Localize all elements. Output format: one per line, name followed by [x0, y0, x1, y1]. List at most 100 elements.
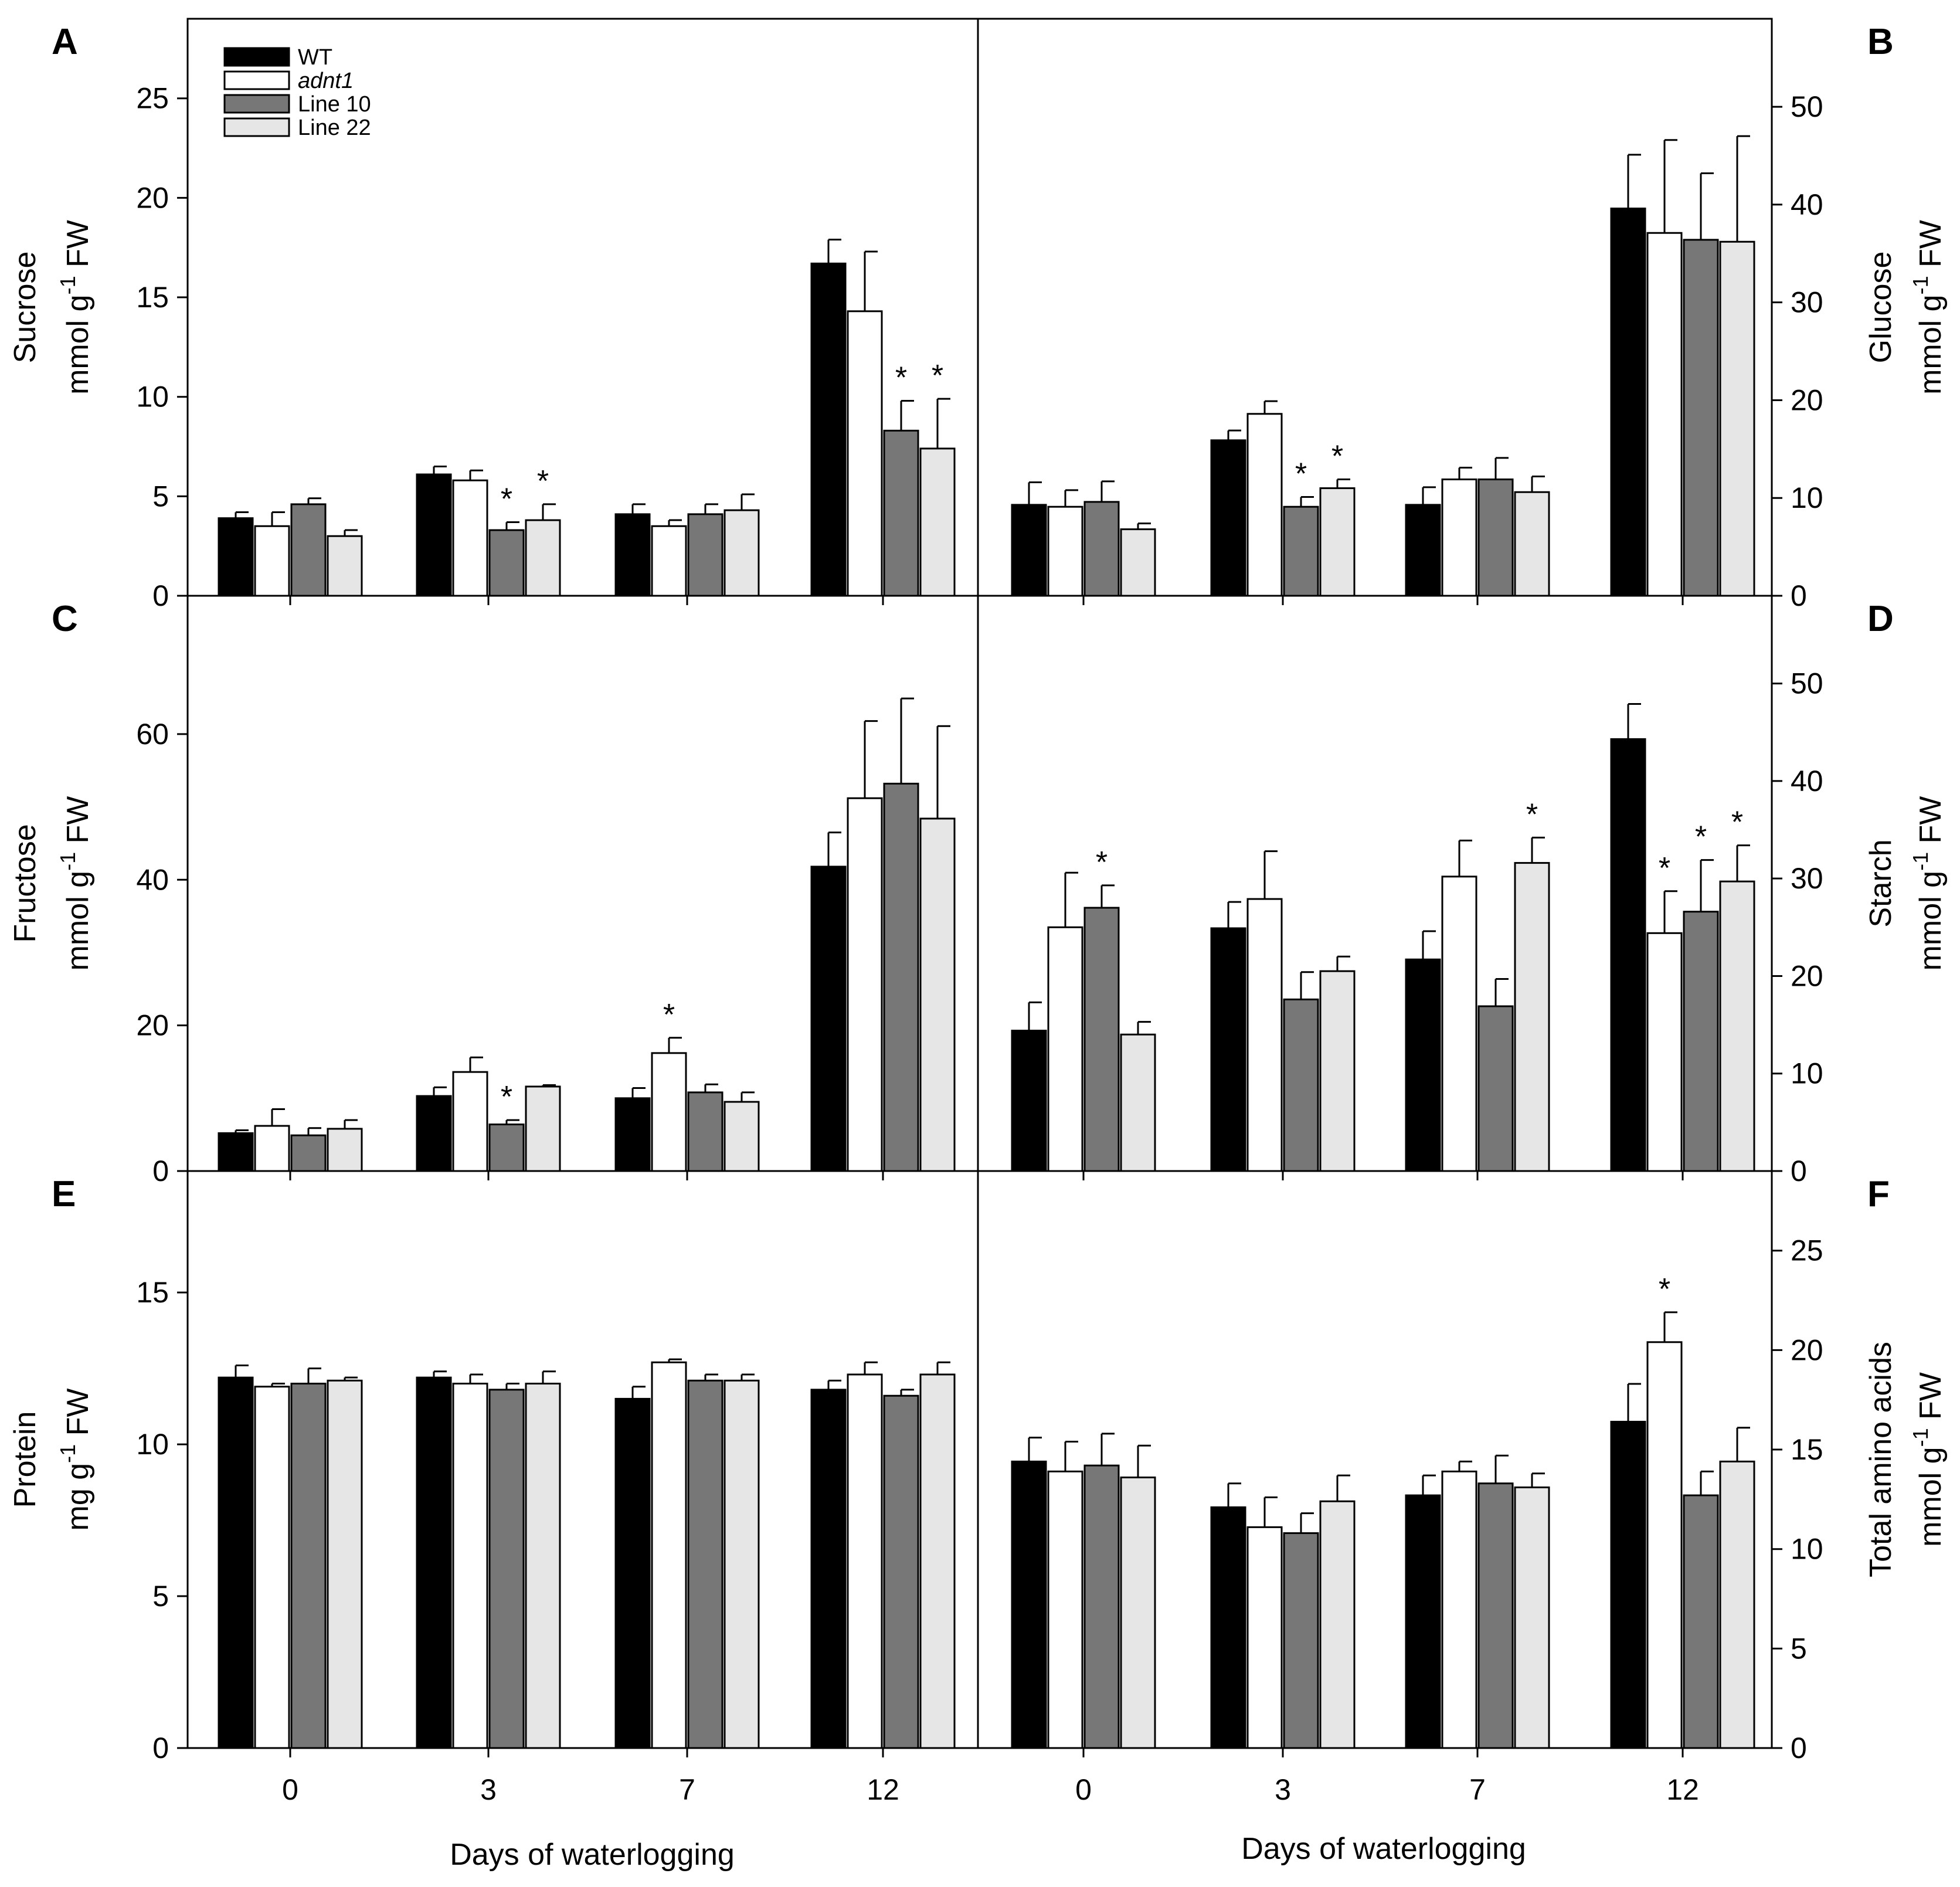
- bar: [1120, 1477, 1156, 1749]
- y-tick-label: 30: [1791, 286, 1823, 319]
- y-axis-unit: mmol g-1 FW: [56, 220, 95, 395]
- x-axis-title-left: Days of waterlogging: [450, 1838, 735, 1872]
- y-tick-label: 5: [152, 1580, 169, 1613]
- bar: [218, 1376, 254, 1749]
- significance-star: *: [501, 482, 512, 516]
- bar: [1319, 487, 1356, 597]
- y-tick-label: 25: [1791, 1234, 1823, 1267]
- y-axis-label: Sucrose: [8, 252, 42, 364]
- bar: [1210, 439, 1246, 597]
- panel-a: 0 5 10 15 20 25 * * * * A Sucrose mmol g-1 FW: [8, 18, 979, 612]
- y-tick-label: 0: [152, 1155, 169, 1187]
- bar: [687, 513, 723, 597]
- bar: [1610, 1421, 1646, 1749]
- bar: [1610, 208, 1646, 597]
- y-tick-label: 50: [1791, 667, 1823, 700]
- bar: [327, 1379, 363, 1749]
- significance-star: *: [932, 359, 943, 393]
- bar: [327, 535, 363, 597]
- bar: [723, 1379, 760, 1749]
- bar: [327, 1128, 363, 1172]
- bar: [810, 262, 847, 597]
- panel-c: 0 20 40 60 * * C Fructose mmol g-1 FW: [8, 595, 979, 1187]
- y-tick-label: 20: [1791, 383, 1823, 416]
- panel-letter: B: [1867, 22, 1894, 62]
- panel-d: 0 10 20 30 40 50 * * * * * D Starch mmol g-1 FW: [977, 595, 1948, 1187]
- significance-star: *: [1695, 820, 1707, 854]
- panel-f: 0 5 10 15 20 25 0 3 7 12 * F Total amino acids mmol g…: [977, 1170, 1948, 1806]
- panel-frame: [977, 1170, 1773, 1749]
- bar: [1405, 1494, 1441, 1749]
- y-tick-label: 40: [1791, 188, 1823, 221]
- bar: [1683, 911, 1719, 1172]
- significance-star: *: [501, 1080, 512, 1114]
- bar: [452, 1383, 488, 1749]
- legend-swatch: [223, 117, 290, 137]
- panel-letter: C: [52, 599, 78, 639]
- y-tick-label: 0: [1791, 1732, 1807, 1764]
- significance-star: *: [1526, 797, 1538, 831]
- bar: [1719, 240, 1755, 597]
- x-axis-title-right: Days of waterlogging: [1241, 1832, 1526, 1866]
- bar: [525, 1383, 561, 1749]
- bar: [1719, 1460, 1755, 1749]
- bar: [1441, 478, 1477, 597]
- bar: [525, 519, 561, 597]
- bar: [488, 1389, 525, 1749]
- bar: [1246, 1526, 1283, 1749]
- bar: [1646, 932, 1683, 1172]
- significance-star: *: [537, 464, 549, 498]
- bar: [810, 866, 847, 1172]
- x-axis-titles: Days of waterlogging Days of waterloggin…: [450, 1832, 1526, 1872]
- bar: [1246, 898, 1283, 1172]
- y-axis-label: Starch: [1864, 839, 1898, 927]
- significance-star: *: [895, 361, 907, 395]
- bar: [723, 509, 760, 597]
- bar: [416, 1376, 452, 1749]
- legend-swatch: [223, 94, 290, 114]
- bar: [1514, 1486, 1550, 1749]
- bar: [254, 525, 290, 597]
- y-tick-label: 0: [152, 1732, 169, 1764]
- x-tick-label: 12: [1666, 1773, 1699, 1806]
- x-tick-label: 3: [1275, 1773, 1291, 1806]
- y-tick-label: 0: [1791, 579, 1807, 612]
- y-axis-label: Total amino acids: [1864, 1342, 1898, 1577]
- bar: [651, 1361, 687, 1749]
- bar: [416, 473, 452, 597]
- legend-swatch: [223, 47, 290, 67]
- y-axis-unit: mg g-1 FW: [56, 1389, 95, 1531]
- y-axis-label: Glucose: [1864, 252, 1898, 364]
- bar: [1083, 1464, 1120, 1749]
- bar: [1719, 880, 1755, 1172]
- x-tick-label: 3: [480, 1773, 497, 1806]
- bar: [1047, 926, 1083, 1172]
- bar: [687, 1379, 723, 1749]
- y-tick-label: 10: [1791, 1057, 1823, 1090]
- bar: [1210, 1506, 1246, 1749]
- legend-label: adnt1: [298, 69, 354, 93]
- y-axis-unit: mmol g-1 FW: [1908, 220, 1948, 395]
- panel-b: 0 10 20 30 40 50 * * B Glucose mmol g-1 FW: [977, 18, 1948, 612]
- bar: [1011, 1460, 1047, 1749]
- bar: [1477, 1005, 1514, 1172]
- y-tick-label: 30: [1791, 862, 1823, 895]
- significance-star: *: [1295, 457, 1307, 491]
- bar: [651, 1052, 687, 1172]
- bar: [723, 1101, 760, 1172]
- x-tick-label: 0: [1075, 1773, 1092, 1806]
- y-axis-unit: mmol g-1 FW: [1908, 796, 1948, 971]
- panel-letter: A: [52, 22, 78, 62]
- bar: [525, 1085, 561, 1172]
- bar: [614, 513, 651, 597]
- y-tick-label: 50: [1791, 90, 1823, 123]
- significance-star: *: [663, 998, 675, 1032]
- y-tick-label: 20: [1791, 959, 1823, 992]
- bar: [290, 1134, 327, 1172]
- bar: [1610, 738, 1646, 1172]
- bar: [1011, 1030, 1047, 1172]
- bar: [810, 1389, 847, 1749]
- bar: [847, 1373, 883, 1749]
- bar: [218, 517, 254, 597]
